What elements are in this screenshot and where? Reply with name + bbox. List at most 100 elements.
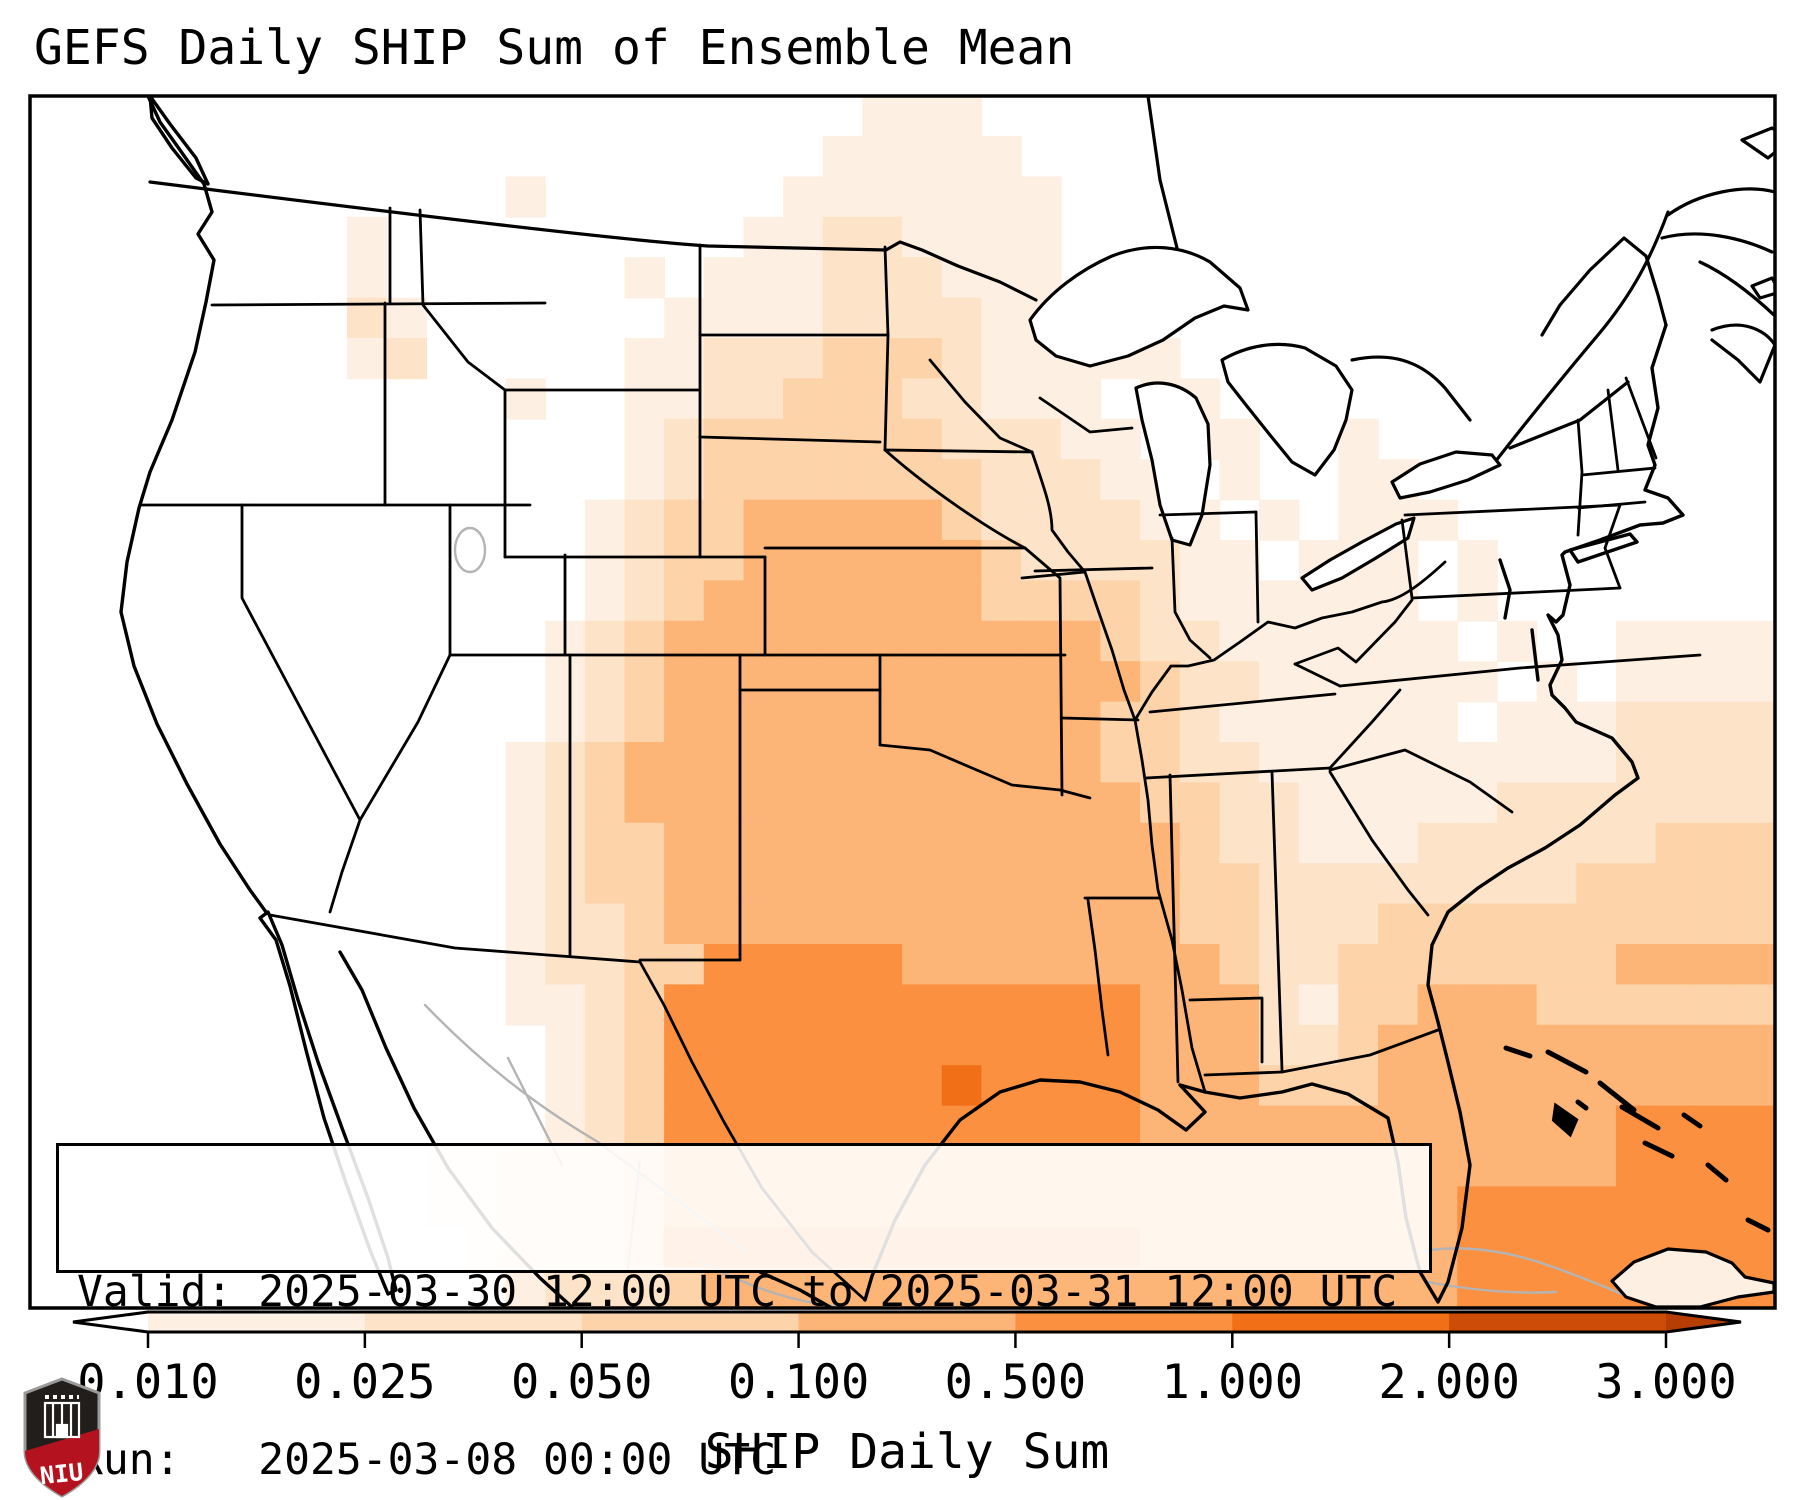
colorbar-under-arrow xyxy=(73,1312,148,1332)
heatmap-cell xyxy=(624,1024,665,1066)
heatmap-cell xyxy=(902,1065,943,1107)
heatmap-cell xyxy=(664,701,705,743)
heatmap-cell xyxy=(862,1065,903,1107)
heatmap-cell xyxy=(1576,782,1617,824)
heatmap-cell xyxy=(981,1267,1022,1308)
heatmap-cell xyxy=(1100,620,1141,662)
heatmap-cell xyxy=(783,338,824,380)
heatmap-cell xyxy=(902,782,943,824)
heatmap-cell xyxy=(822,701,864,743)
heatmap-cell xyxy=(1100,782,1141,824)
heatmap-cell xyxy=(822,863,864,905)
heatmap-cell xyxy=(941,903,983,945)
heatmap-cell xyxy=(703,297,745,339)
heatmap-cell xyxy=(981,782,1022,824)
heatmap-cell xyxy=(1021,1105,1062,1147)
heatmap-cell xyxy=(1219,782,1260,824)
heatmap-cell xyxy=(346,216,388,258)
heatmap-cell xyxy=(346,257,388,299)
heatmap-cell xyxy=(1695,1065,1736,1107)
heatmap-cell xyxy=(822,1267,864,1308)
heatmap-cell xyxy=(1457,742,1498,784)
heatmap-cell xyxy=(822,176,864,218)
heatmap-cell xyxy=(981,903,1022,945)
map-frame xyxy=(28,94,1777,1310)
heatmap-cell xyxy=(664,822,705,864)
heatmap-cell xyxy=(862,338,903,380)
colorbar-segment xyxy=(798,1312,1017,1332)
heatmap-cell xyxy=(783,499,824,541)
heatmap-cell xyxy=(1655,984,1697,1026)
heatmap-cell xyxy=(664,742,705,784)
heatmap-cell xyxy=(822,822,864,864)
lake-superior xyxy=(1028,245,1250,368)
heatmap-cell xyxy=(1497,1267,1538,1308)
heatmap-cell xyxy=(1734,1105,1775,1147)
lake-ontario xyxy=(1390,450,1502,500)
heatmap-cell xyxy=(822,338,864,380)
heatmap-cell xyxy=(1179,540,1221,582)
heatmap-cell xyxy=(1497,1024,1538,1066)
heatmap-cell xyxy=(624,944,665,986)
heatmap-cell xyxy=(902,984,943,1026)
heatmap-cell xyxy=(624,822,665,864)
heatmap-cell xyxy=(981,984,1022,1026)
heatmap-cell xyxy=(1338,620,1379,662)
heatmap-cell xyxy=(1536,1146,1578,1188)
heatmap-cell xyxy=(783,701,824,743)
lake-erie xyxy=(1300,516,1416,592)
heatmap-cell xyxy=(1100,903,1141,945)
heatmap-cell xyxy=(822,944,864,986)
heatmap-cell xyxy=(862,297,903,339)
heatmap-cell xyxy=(862,176,903,218)
heatmap-cell xyxy=(545,782,586,824)
heatmap-cell xyxy=(545,903,586,945)
border-45n xyxy=(1508,380,1630,450)
ne-islands xyxy=(1740,126,1775,300)
logo-red-band xyxy=(25,1429,99,1496)
heatmap-cell xyxy=(1417,944,1459,986)
heatmap-cell xyxy=(1378,863,1419,905)
heatmap-cell xyxy=(862,257,903,299)
heatmap-cell xyxy=(862,580,903,622)
heatmap-cell xyxy=(1616,822,1657,864)
heatmap-cell xyxy=(1219,540,1260,582)
heatmap-cell xyxy=(1219,580,1260,622)
heatmap-cell xyxy=(783,1105,824,1147)
valid-line: Valid: 2025-03-30 12:00 UTC to 2025-03-3… xyxy=(77,1267,1398,1317)
heatmap-cell xyxy=(743,216,784,258)
heatmap-cell xyxy=(703,944,745,986)
heatmap-cell xyxy=(703,1065,745,1107)
colorbar-tick-label: 3.000 xyxy=(1595,1355,1736,1410)
heatmap-cell xyxy=(981,1105,1022,1147)
heatmap-cell xyxy=(1179,822,1221,864)
heatmap-cell xyxy=(1060,742,1102,784)
colorbar: 0.010 0.025 0.050 0.100 0.500 1.000 2.000 3.000 xyxy=(72,1310,1742,1410)
heatmap-cell xyxy=(584,580,626,622)
heatmap-cell xyxy=(1536,944,1578,986)
heatmap-cell xyxy=(822,216,864,258)
heatmap-cell xyxy=(1060,378,1102,420)
heatmap-cell xyxy=(1378,1267,1419,1308)
heatmap-cell xyxy=(981,742,1022,784)
heatmap-cell xyxy=(1417,863,1459,905)
heatmap-cell xyxy=(862,742,903,784)
heatmap-cell xyxy=(743,701,784,743)
heatmap-cell xyxy=(664,378,705,420)
heatmap-cell xyxy=(1338,903,1379,945)
heatmap-cell xyxy=(1734,944,1775,986)
colorbar-tick-label: 1.000 xyxy=(1162,1355,1303,1410)
heatmap-cell xyxy=(664,338,705,380)
heatmap-cell xyxy=(862,944,903,986)
heatmap-cell xyxy=(981,338,1022,380)
heatmap-cell xyxy=(1497,1065,1538,1107)
heatmap-cell xyxy=(1734,984,1775,1026)
heatmap-cell xyxy=(584,499,626,541)
heatmap-cell xyxy=(624,499,665,541)
heatmap-cell xyxy=(505,903,546,945)
heatmap-cell xyxy=(1497,903,1538,945)
page-title: GEFS Daily SHIP Sum of Ensemble Mean xyxy=(34,20,1075,76)
heatmap-cell xyxy=(902,822,943,864)
heatmap-cell xyxy=(1417,1024,1459,1066)
heatmap-cell xyxy=(703,580,745,622)
